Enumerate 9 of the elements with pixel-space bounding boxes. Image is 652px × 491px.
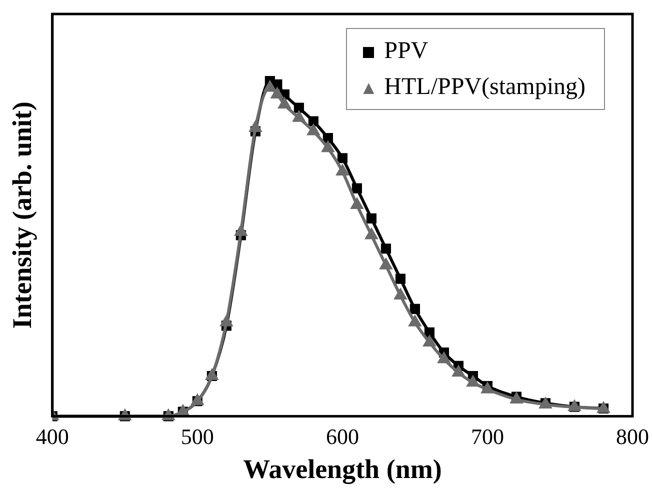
x-tick-label: 500 <box>180 424 214 450</box>
y-axis-title: Intensity (arb. unit) <box>7 101 38 329</box>
x-tick-label: 800 <box>616 424 649 450</box>
legend-label: HTL/PPV(stamping) <box>384 74 586 100</box>
x-tick-label: 400 <box>36 424 69 450</box>
x-tick-label: 600 <box>326 424 359 450</box>
x-tick-label: 700 <box>470 424 504 450</box>
legend-label: PPV <box>384 38 428 64</box>
x-axis-title: Wavelength (nm) <box>243 454 442 484</box>
